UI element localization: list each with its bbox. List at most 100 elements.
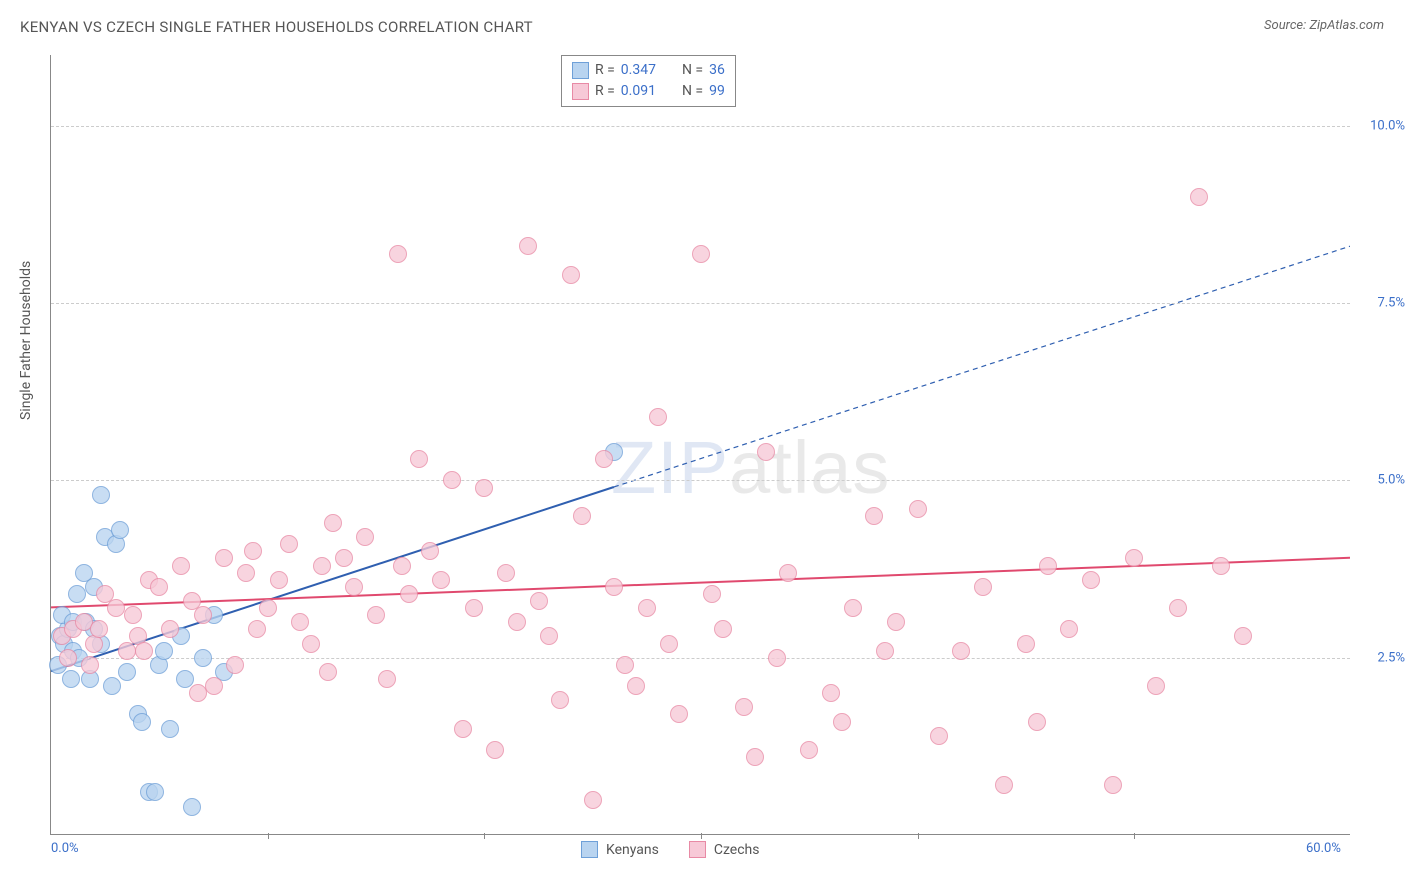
data-point [584, 791, 602, 809]
data-point [1028, 713, 1046, 731]
data-point [367, 606, 385, 624]
data-point [103, 677, 121, 695]
legend-row: R = 0.347N = 36 [572, 60, 725, 81]
data-point [313, 557, 331, 575]
x-tick-mark [918, 833, 919, 839]
data-point [389, 245, 407, 263]
data-point [1060, 620, 1078, 638]
data-point [1082, 571, 1100, 589]
x-tick-mark [268, 833, 269, 839]
data-point [345, 578, 363, 596]
data-point [649, 408, 667, 426]
data-point [68, 585, 86, 603]
watermark: ZIPatlas [611, 425, 890, 510]
data-point [616, 656, 634, 674]
data-point [161, 620, 179, 638]
data-point [59, 649, 77, 667]
legend-swatch [581, 841, 598, 858]
data-point [432, 571, 450, 589]
legend-swatch [572, 62, 589, 79]
data-point [974, 578, 992, 596]
gridline-horizontal [51, 658, 1350, 659]
data-point [660, 635, 678, 653]
data-point [887, 613, 905, 631]
data-point [183, 798, 201, 816]
data-point [259, 599, 277, 617]
data-point [237, 564, 255, 582]
legend-n-label: N = [682, 60, 703, 81]
data-point [465, 599, 483, 617]
data-point [497, 564, 515, 582]
data-point [133, 713, 151, 731]
gridline-horizontal [51, 303, 1350, 304]
legend-swatch [689, 841, 706, 858]
data-point [800, 741, 818, 759]
source-attribution: Source: ZipAtlas.com [1264, 18, 1384, 33]
data-point [155, 642, 173, 660]
watermark-bold: ZIP [611, 426, 729, 509]
legend-r-value: 0.091 [621, 81, 656, 102]
data-point [270, 571, 288, 589]
bottom-legend-label: Czechs [714, 842, 760, 858]
x-tick-mark [1134, 833, 1135, 839]
x-tick-mark [484, 833, 485, 839]
y-tick-label: 10.0% [1370, 118, 1405, 133]
y-axis-label: Single Father Households [18, 261, 34, 420]
y-tick-label: 7.5% [1377, 296, 1405, 311]
data-point [1017, 635, 1035, 653]
data-point [530, 592, 548, 610]
data-point [146, 783, 164, 801]
data-point [302, 635, 320, 653]
bottom-legend-label: Kenyans [606, 842, 659, 858]
y-tick-label: 2.5% [1377, 650, 1405, 665]
data-point [605, 578, 623, 596]
data-point [1169, 599, 1187, 617]
watermark-thin: atlas [729, 426, 890, 509]
data-point [735, 698, 753, 716]
data-point [291, 613, 309, 631]
data-point [595, 450, 613, 468]
data-point [226, 656, 244, 674]
data-point [627, 677, 645, 695]
data-point [443, 471, 461, 489]
data-point [746, 748, 764, 766]
data-point [280, 535, 298, 553]
data-point [194, 649, 212, 667]
legend-row: R = 0.091N = 99 [572, 81, 725, 102]
data-point [508, 613, 526, 631]
data-point [562, 266, 580, 284]
data-point [194, 606, 212, 624]
data-point [865, 507, 883, 525]
data-point [1190, 188, 1208, 206]
data-point [909, 500, 927, 518]
correlation-legend: R = 0.347N = 36R = 0.091N = 99 [561, 55, 736, 107]
data-point [150, 578, 168, 596]
data-point [952, 642, 970, 660]
data-point [519, 237, 537, 255]
x-tick-mark [701, 833, 702, 839]
data-point [124, 606, 142, 624]
data-point [844, 599, 862, 617]
data-point [400, 585, 418, 603]
data-point [92, 486, 110, 504]
data-point [393, 557, 411, 575]
data-point [189, 684, 207, 702]
data-point [1039, 557, 1057, 575]
data-point [876, 642, 894, 660]
data-point [540, 627, 558, 645]
legend-r-label: R = [595, 60, 615, 81]
series-legend: Kenyans Czechs [581, 841, 760, 858]
legend-n-label: N = [682, 81, 703, 102]
data-point [75, 564, 93, 582]
data-point [1234, 627, 1252, 645]
bottom-legend-item: Czechs [689, 841, 760, 858]
legend-r-label: R = [595, 81, 615, 102]
data-point [118, 663, 136, 681]
x-tick-label: 60.0% [1306, 841, 1341, 856]
data-point [692, 245, 710, 263]
data-point [324, 514, 342, 532]
data-point [244, 542, 262, 560]
data-point [768, 649, 786, 667]
data-point [135, 642, 153, 660]
x-tick-label: 0.0% [51, 841, 79, 856]
